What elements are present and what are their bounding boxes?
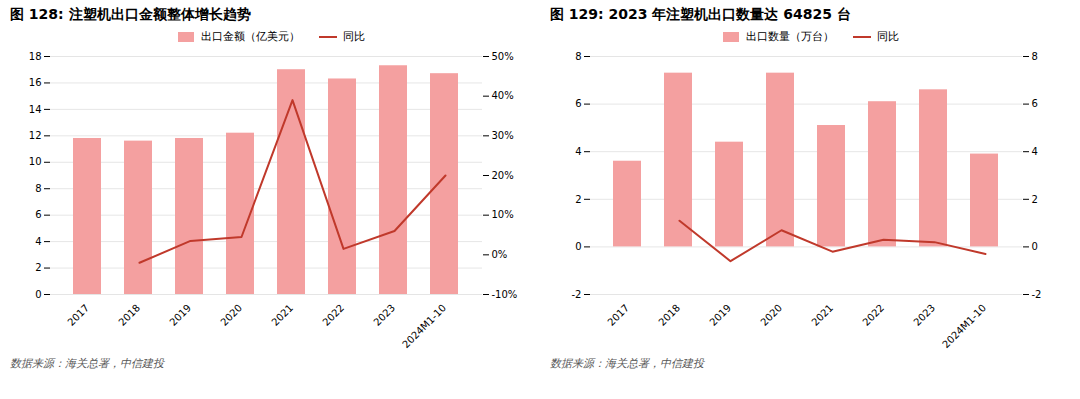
svg-text:-10%: -10%	[492, 289, 518, 300]
svg-text:16: 16	[29, 77, 42, 88]
svg-text:2022: 2022	[860, 302, 886, 328]
svg-text:4: 4	[575, 146, 581, 157]
svg-text:2021: 2021	[809, 302, 835, 328]
svg-text:2: 2	[575, 194, 581, 205]
html-text:出口数量（万台）: 出口数量（万台）	[746, 30, 834, 43]
svg-text:0%: 0%	[492, 249, 508, 260]
svg-text:30%: 30%	[492, 130, 514, 141]
html-text:数据来源：海关总署，中信建投: 数据来源：海关总署，中信建投	[10, 357, 164, 370]
svg-text:4: 4	[35, 236, 41, 247]
svg-text:18: 18	[29, 51, 42, 62]
svg-text:8: 8	[1032, 51, 1038, 62]
html-text:出口金额（亿美元）: 出口金额（亿美元）	[200, 30, 300, 43]
svg-text:2021: 2021	[269, 302, 295, 328]
svg-text:10%: 10%	[492, 209, 514, 220]
svg-text:8: 8	[35, 183, 41, 194]
svg-text:6: 6	[575, 98, 581, 109]
svg-text:14: 14	[29, 104, 42, 115]
svg-text:2022: 2022	[320, 302, 346, 328]
svg-text:2023: 2023	[911, 302, 937, 328]
svg-text:2017: 2017	[65, 302, 91, 328]
svg-text:2017: 2017	[605, 302, 631, 328]
svg-text:2024M1-10: 2024M1-10	[940, 302, 988, 350]
html-text:同比: 同比	[342, 30, 365, 43]
svg-text:-2: -2	[1032, 289, 1042, 300]
svg-text:2020: 2020	[758, 302, 784, 328]
svg-text:40%: 40%	[492, 90, 514, 101]
html-text:图 129: 2023 年注塑机出口数量达 64825 台: 图 129: 2023 年注塑机出口数量达 64825 台	[550, 6, 851, 22]
svg-text:2019: 2019	[167, 302, 193, 328]
svg-text:6: 6	[35, 209, 41, 220]
svg-text:10: 10	[29, 156, 42, 167]
svg-text:8: 8	[575, 51, 581, 62]
svg-text:2023: 2023	[371, 302, 397, 328]
svg-text:2024M1-10: 2024M1-10	[400, 302, 448, 350]
svg-text:4: 4	[1032, 146, 1038, 157]
svg-text:6: 6	[1032, 98, 1038, 109]
svg-text:2018: 2018	[656, 302, 682, 328]
svg-text:2018: 2018	[116, 302, 142, 328]
svg-text:0: 0	[35, 289, 41, 300]
svg-text:0: 0	[1032, 241, 1038, 252]
svg-text:20%: 20%	[492, 170, 514, 181]
svg-text:2: 2	[35, 262, 41, 273]
svg-text:-2: -2	[572, 289, 582, 300]
svg-text:2020: 2020	[218, 302, 244, 328]
html-text:同比: 同比	[877, 30, 899, 43]
svg-text:2019: 2019	[707, 302, 733, 328]
svg-text:0: 0	[575, 241, 581, 252]
html-text:图 128: 注塑机出口金额整体增长趋势: 图 128: 注塑机出口金额整体增长趋势	[10, 6, 251, 22]
svg-text:50%: 50%	[492, 51, 514, 62]
svg-text:2: 2	[1032, 194, 1038, 205]
svg-text:12: 12	[29, 130, 42, 141]
html-text:数据来源：海关总署，中信建投: 数据来源：海关总署，中信建投	[550, 357, 704, 370]
